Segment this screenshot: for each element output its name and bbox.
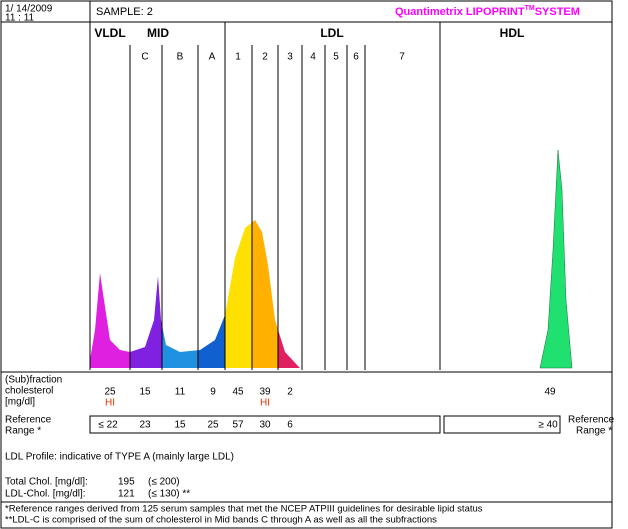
reference-values: ≤ 22 23 15 25 57 30 6: [98, 420, 293, 431]
band: VLDL: [94, 26, 125, 40]
fraction-label: cholesterol: [5, 386, 53, 397]
hdl-reference: ≥ 40: [538, 420, 558, 431]
reference-value: 57: [232, 420, 244, 431]
reference-value: 15: [174, 420, 186, 431]
band: HDL: [500, 26, 525, 40]
fraction-values: 25 15 11 9 45 39 2 49: [104, 387, 556, 398]
brand: Quantimetrix LIPOPRINTTMSYSTEM: [395, 5, 580, 18]
fraction-label: [mg/dl]: [5, 397, 35, 408]
reference-value: 30: [259, 420, 271, 431]
fraction-value: 11: [175, 387, 186, 398]
fraction-label: (Sub)fraction: [5, 375, 62, 386]
ldl1-area: [225, 220, 252, 368]
reference-box: [89, 415, 441, 434]
total-range: (≤ 200): [148, 477, 180, 488]
fraction-value: 2: [287, 387, 293, 398]
time: 11 : 11: [5, 13, 35, 24]
vldl-area: [90, 220, 130, 368]
subband: 6: [353, 52, 359, 63]
subband: 1: [235, 52, 241, 63]
total-value: 195: [118, 477, 135, 488]
frame: [0, 0, 613, 529]
footnote: *Reference ranges derived from 125 serum…: [5, 504, 483, 515]
subband: 3: [287, 52, 293, 63]
band: LDL: [320, 26, 343, 40]
fraction-value: 45: [232, 387, 244, 398]
hdl-area: [539, 149, 573, 369]
total-label: Total Chol. [mg/dl]:: [5, 477, 88, 488]
mida-area: [198, 220, 225, 368]
date: 1/ 14/2009: [5, 4, 53, 15]
reference-value: 25: [207, 420, 219, 431]
band-lines: [89, 22, 441, 370]
fraction-value: 25: [104, 387, 116, 398]
flag: HI: [105, 398, 115, 409]
fraction-value: 15: [139, 387, 151, 398]
band: MID: [147, 26, 169, 40]
reference-label: Reference: [568, 415, 615, 426]
subband: A: [209, 52, 216, 63]
total-label: LDL-Chol. [mg/dl]:: [5, 489, 86, 500]
subband: C: [141, 52, 148, 63]
sample: SAMPLE: 2: [96, 6, 153, 18]
reference-label: Range *: [5, 426, 41, 437]
total-value: 121: [118, 489, 135, 500]
reference-value: ≤ 22: [98, 420, 118, 431]
fraction-value: 49: [544, 387, 556, 398]
subband: 5: [333, 52, 339, 63]
footnote: **LDL-C is comprised of the sum of chole…: [5, 515, 437, 526]
reference-value: 6: [287, 420, 293, 431]
subband: 4: [310, 52, 316, 63]
fraction-value: 9: [210, 387, 216, 398]
ldl-profile: LDL Profile: indicative of TYPE A (mainl…: [5, 452, 234, 463]
subband: 2: [262, 52, 268, 63]
midb-area: [162, 220, 198, 368]
reference-label: Reference: [5, 415, 52, 426]
flag: HI: [260, 398, 270, 409]
fraction-value: 39: [259, 387, 271, 398]
subband: B: [177, 52, 184, 63]
midc-area: [130, 220, 162, 368]
total-range: (≤ 130) **: [148, 489, 190, 500]
brand-tm: TM: [525, 5, 535, 12]
subbands: C B A 1 2 3 4 5 6 7: [141, 52, 405, 63]
ldl2-area: [252, 220, 278, 368]
ldl3-area: [278, 220, 300, 368]
reference-value: 23: [139, 420, 151, 431]
reference-label: Range *: [576, 426, 612, 437]
curve: [90, 220, 300, 368]
brand-system: SYSTEM: [535, 6, 580, 18]
reference-box: [443, 415, 561, 434]
brand-name: Quantimetrix LIPOPRINT: [395, 6, 525, 18]
subband: 7: [399, 52, 405, 63]
